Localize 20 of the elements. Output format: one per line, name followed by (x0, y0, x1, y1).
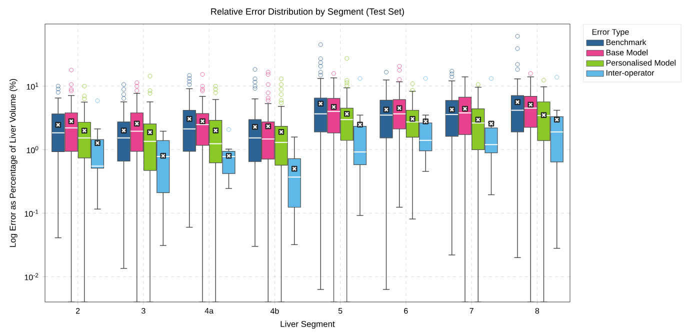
legend-title: Error Type (592, 29, 629, 36)
x-tick-label: 2 (76, 308, 80, 314)
x-tick-label: 4a (204, 308, 214, 314)
x-tick-label: 3 (142, 308, 146, 314)
x-tick-label: 5 (338, 308, 342, 314)
legend-label: Benchmark (606, 39, 646, 46)
y-axis-title: Log Error as Percentage of Liver Volume (%) (9, 78, 18, 247)
y-tick-label: 10$^{-2}$ (24, 273, 38, 280)
x-tick-label: 4b (270, 308, 279, 314)
x-tick-label: 7 (470, 308, 474, 314)
legend-label: Personalised Model (606, 60, 676, 66)
x-tick-label: 8 (535, 308, 540, 314)
x-tick-label: 6 (404, 308, 408, 314)
y-tick-label: 10$^{1}$ (26, 82, 38, 90)
legend-label: Base Model (606, 49, 648, 56)
chart-title: Relative Error Distribution by Segment (Test Set) (211, 8, 404, 16)
legend-label: Inter-operator (606, 70, 654, 78)
y-tick-label: 10$^{-1}$ (24, 210, 38, 217)
y-tick-label: 10$^{0}$ (26, 146, 38, 154)
x-axis-title: Liver Segment (280, 320, 335, 329)
